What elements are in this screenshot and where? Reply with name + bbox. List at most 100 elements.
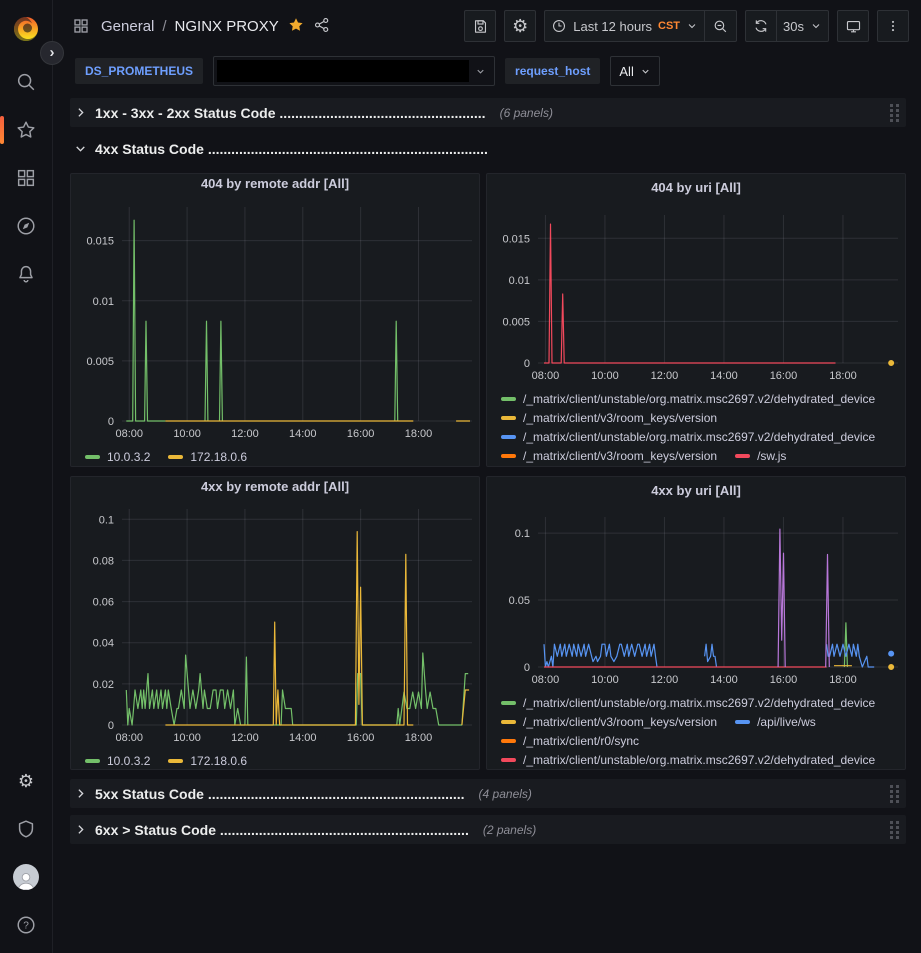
svg-text:0: 0 <box>108 416 114 428</box>
tv-mode-button[interactable] <box>837 10 869 42</box>
legend-item[interactable]: /api/live/ws <box>735 715 816 729</box>
datasource-variable-select[interactable] <box>213 56 496 86</box>
zoom-out-time-button[interactable] <box>705 10 738 42</box>
time-range-label: Last 12 hours <box>573 18 653 34</box>
datasource-variable-label[interactable]: DS_PROMETHEUS <box>75 58 204 84</box>
legend-item[interactable]: /_matrix/client/unstable/org.matrix.msc2… <box>501 753 875 767</box>
legend-swatch <box>168 759 184 763</box>
svg-text:12:00: 12:00 <box>651 370 679 382</box>
row-drag-handle[interactable] <box>889 820 900 839</box>
svg-text:16:00: 16:00 <box>347 428 375 440</box>
svg-text:18:00: 18:00 <box>829 370 857 382</box>
panel-header[interactable]: 404 by uri [All] <box>487 174 905 201</box>
breadcrumb-folder[interactable]: General <box>101 17 155 35</box>
apps-grid-icon[interactable] <box>69 14 93 38</box>
explore-compass-icon[interactable] <box>6 206 46 246</box>
legend-swatch <box>735 453 751 458</box>
time-series-chart[interactable]: 0 0.005 0.01 0.015 08:00 10:00 12:00 14:00 16:00… <box>487 201 905 390</box>
panel-title: 404 by uri [All] <box>651 179 741 195</box>
time-series-chart[interactable]: 0 0.02 0.04 0.06 0.08 0.1 08:00 10:00 12:00 14:00… <box>71 495 479 752</box>
legend-item[interactable]: /_matrix/client/unstable/org.matrix.msc2… <box>501 392 875 406</box>
legend-swatch <box>168 455 184 460</box>
dashboards-icon[interactable] <box>6 158 46 198</box>
legend-item[interactable]: /_matrix/client/v3/room_keys/version <box>501 411 717 425</box>
svg-text:16:00: 16:00 <box>770 674 798 686</box>
svg-text:0.05: 0.05 <box>509 595 530 607</box>
panel-legend: 10.0.3.2 172.18.0.6 <box>71 448 479 466</box>
panel-header[interactable]: 404 by remote addr [All] <box>71 174 479 193</box>
legend-item[interactable]: 10.0.3.2 <box>85 450 150 464</box>
row-6xx[interactable]: 6xx > Status Code ......................… <box>70 815 906 844</box>
legend-item[interactable]: 172.18.0.6 <box>168 754 247 768</box>
search-icon[interactable] <box>6 62 46 102</box>
svg-text:12:00: 12:00 <box>231 732 259 744</box>
kebab-menu-button[interactable] <box>877 10 909 42</box>
row-title: 6xx > Status Code <box>95 821 216 838</box>
expand-sidebar-button[interactable]: › <box>40 41 64 65</box>
legend-swatch <box>501 434 516 439</box>
panel-4xx-by-remote-addr: 4xx by remote addr [All] 0 0.02 0.04 0.06 0.… <box>70 476 480 770</box>
timezone-label: CST <box>658 20 681 32</box>
legend-item[interactable]: /_matrix/client/unstable/org.matrix.msc2… <box>501 430 875 444</box>
svg-text:14:00: 14:00 <box>289 428 317 440</box>
panel-title: 404 by remote addr [All] <box>200 176 350 192</box>
row-4xx[interactable]: 4xx Status Code ........................… <box>70 134 906 163</box>
row-drag-handle[interactable] <box>889 784 900 803</box>
panel-4xx-by-uri: 4xx by uri [All] 0 0.05 0.1 08:00 10:00 12:00… <box>486 476 906 770</box>
request-host-variable-select[interactable]: All <box>610 56 660 86</box>
time-range-picker[interactable]: Last 12 hours CST <box>544 10 706 42</box>
save-dashboard-button[interactable] <box>464 10 497 42</box>
server-admin-shield-icon[interactable] <box>6 809 46 849</box>
grafana-logo-icon[interactable] <box>9 12 43 46</box>
request-host-variable-label[interactable]: request_host <box>505 58 601 84</box>
svg-text:0.02: 0.02 <box>93 679 114 691</box>
legend-item[interactable]: /_matrix/client/r0/sync <box>501 734 639 748</box>
legend-label: 172.18.0.6 <box>190 754 248 768</box>
legend-item[interactable]: /_matrix/client/v3/room_keys/version <box>501 449 717 463</box>
svg-text:10:00: 10:00 <box>173 428 201 440</box>
panel-header[interactable]: 4xx by remote addr [All] <box>71 477 479 495</box>
refresh-interval-picker[interactable]: 30s <box>777 10 829 42</box>
legend-label: /_matrix/client/r0/sync <box>523 734 640 749</box>
svg-text:0.1: 0.1 <box>99 514 114 526</box>
legend-item[interactable]: /_matrix/client/v3/room_keys/version <box>501 715 717 729</box>
row-drag-handle[interactable] <box>889 103 900 122</box>
configuration-gear-icon[interactable]: ⚙ <box>17 771 35 791</box>
legend-item[interactable]: 172.18.0.6 <box>168 450 247 464</box>
svg-text:0.005: 0.005 <box>502 316 530 328</box>
svg-text:08:00: 08:00 <box>115 732 143 744</box>
legend-label: /_matrix/client/unstable/org.matrix.msc2… <box>523 429 876 444</box>
starred-dashboards-icon[interactable] <box>0 110 46 150</box>
user-profile-avatar[interactable] <box>6 857 46 897</box>
dashboard-settings-button[interactable]: ⚙ <box>504 10 537 42</box>
legend-item[interactable]: /sw.js <box>735 449 786 463</box>
row-1xx-3xx-2xx[interactable]: 1xx - 3xx - 2xx Status Code ............… <box>70 98 906 127</box>
share-icon[interactable] <box>313 16 331 37</box>
legend-item[interactable]: 10.0.3.2 <box>85 754 150 768</box>
svg-text:0.08: 0.08 <box>93 555 114 567</box>
svg-text:12:00: 12:00 <box>651 674 679 686</box>
legend-swatch <box>501 739 516 744</box>
row-panel-count: (6 panels) <box>499 105 553 120</box>
breadcrumb-separator: / <box>162 17 167 35</box>
row-dot-leader: ........................................… <box>219 821 469 838</box>
time-series-chart[interactable]: 0 0.05 0.1 08:00 10:00 12:00 14:00 16:00 18:00 <box>487 503 905 694</box>
legend-item[interactable]: /_matrix/client/unstable/org.matrix.msc2… <box>501 696 875 710</box>
legend-label: /_matrix/client/v3/room_keys/version <box>523 715 718 730</box>
row-5xx[interactable]: 5xx Status Code ........................… <box>70 779 906 808</box>
star-filled-icon[interactable] <box>287 16 305 37</box>
refresh-button[interactable] <box>745 10 778 42</box>
time-series-chart[interactable]: 0 0.005 0.01 0.015 08:00 10:00 12:00 14:00 16:00… <box>71 193 479 448</box>
legend-swatch <box>501 720 516 725</box>
help-icon[interactable]: ? <box>6 905 46 945</box>
svg-text:0.005: 0.005 <box>86 356 114 368</box>
dashboard-title[interactable]: NGINX PROXY <box>174 17 279 35</box>
dashboard-body: 1xx - 3xx - 2xx Status Code ............… <box>53 90 921 953</box>
chevron-right-icon <box>74 106 87 119</box>
svg-text:0.04: 0.04 <box>93 638 114 650</box>
alerting-bell-icon[interactable] <box>6 254 46 294</box>
panel-header[interactable]: 4xx by uri [All] <box>487 477 905 503</box>
legend-label: /_matrix/client/unstable/org.matrix.msc2… <box>523 696 876 711</box>
svg-text:08:00: 08:00 <box>115 428 143 440</box>
